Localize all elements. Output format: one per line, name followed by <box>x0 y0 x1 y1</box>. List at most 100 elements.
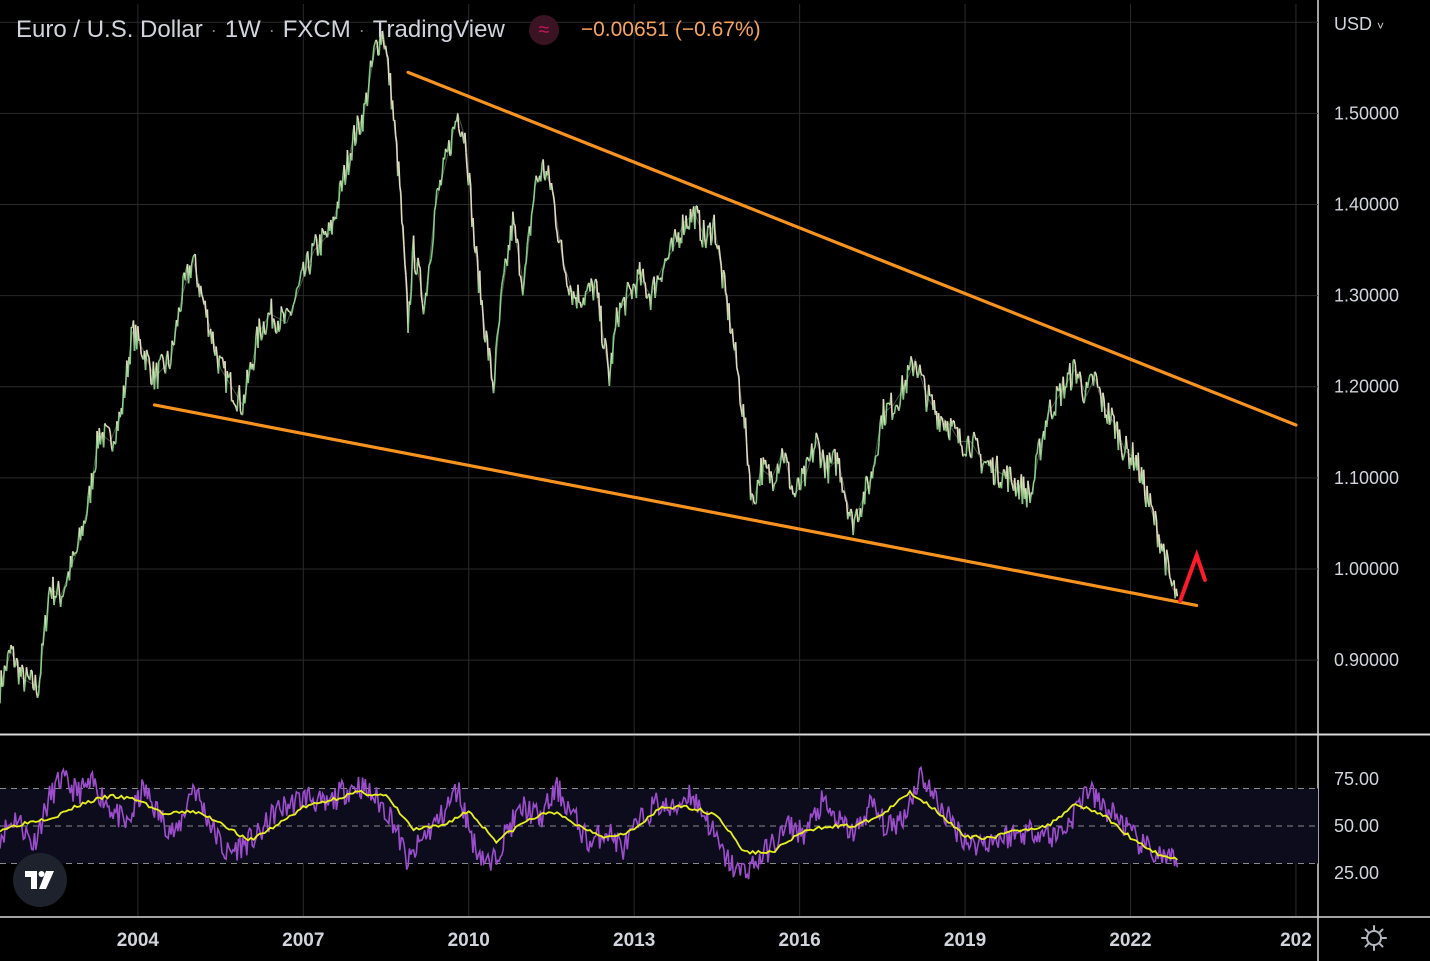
price-segment <box>1054 386 1058 416</box>
price-segment <box>104 423 107 426</box>
price-segment <box>140 353 144 358</box>
price-segment <box>181 276 184 302</box>
price-segment <box>555 226 558 233</box>
price-segment <box>778 460 782 468</box>
rsi-tick-label: 50.00 <box>1334 816 1379 836</box>
price-segment <box>488 347 492 357</box>
price-segment <box>194 253 198 274</box>
price-segment <box>580 304 584 308</box>
price-segment <box>953 420 956 429</box>
price-segment <box>423 292 427 306</box>
price-segment <box>498 296 502 322</box>
time-tick-label: 2016 <box>778 930 820 951</box>
price-segment <box>287 309 290 313</box>
time-tick-label: 2010 <box>448 930 490 951</box>
price-segment <box>149 366 152 385</box>
price-segment <box>373 42 376 48</box>
price-segment <box>405 275 408 295</box>
price-segment <box>417 257 420 266</box>
price-segment <box>774 480 778 484</box>
price-segment <box>590 278 594 284</box>
price-segment <box>506 245 510 267</box>
price-segment <box>144 349 148 371</box>
price-segment <box>1094 371 1097 374</box>
waves-icon[interactable]: ≈ <box>528 15 559 45</box>
price-segment <box>640 273 643 286</box>
price-segment <box>705 237 708 249</box>
price-segment <box>882 399 886 426</box>
price-segment <box>550 182 554 192</box>
price-segment <box>965 438 969 457</box>
price-segment <box>468 172 472 187</box>
price-segment <box>1031 482 1035 495</box>
price-segment <box>706 225 709 238</box>
price-segment <box>791 485 794 495</box>
price-segment <box>1039 448 1043 461</box>
price-segment <box>908 365 911 371</box>
price-segment <box>612 331 616 336</box>
price-segment <box>1167 564 1171 578</box>
price-segment <box>159 354 162 361</box>
price-segment <box>173 329 177 346</box>
price-segment <box>1098 386 1101 389</box>
price-segment <box>184 269 188 281</box>
price-segment <box>1007 467 1010 493</box>
price-segment <box>212 331 215 350</box>
currency-selector[interactable]: USD ˅ <box>1334 14 1384 35</box>
price-segment <box>902 386 906 400</box>
time-axis[interactable]: 2004 2007 2010 2013 2016 2019 2022 202 <box>117 930 1312 951</box>
price-segment <box>25 667 29 676</box>
price-segment <box>756 479 760 482</box>
price-segment <box>1 685 4 688</box>
time-tick-label: 202 <box>1280 930 1312 951</box>
price-segment <box>70 551 74 568</box>
price-segment <box>75 550 78 554</box>
price-segment <box>431 237 435 250</box>
price-segment <box>229 372 233 402</box>
interval-label[interactable]: 1W <box>224 16 261 43</box>
price-segment <box>761 457 765 485</box>
price-line <box>0 29 1178 689</box>
price-segment <box>252 360 256 371</box>
price-segment <box>449 154 452 157</box>
price-segment <box>359 133 362 136</box>
price-segment <box>850 508 853 514</box>
symbol-name[interactable]: Euro / U.S. Dollar <box>16 16 203 43</box>
price-segment <box>1018 484 1022 500</box>
price-segment <box>631 284 634 300</box>
price-segment <box>2 665 6 686</box>
price-segment <box>389 73 393 110</box>
price-segment <box>430 248 434 259</box>
trendlines <box>152 70 1298 608</box>
price-segment <box>1171 582 1174 587</box>
tradingview-logo-icon[interactable] <box>13 853 67 907</box>
price-segment <box>354 141 358 146</box>
price-segment <box>615 307 619 321</box>
price-segment <box>562 266 566 272</box>
price-segment <box>910 356 913 362</box>
price-segment <box>844 499 848 503</box>
rsi-axis[interactable]: 75.00 50.00 25.00 <box>1334 769 1379 883</box>
price-segment <box>272 318 276 323</box>
price-segment <box>499 285 503 298</box>
price-segment <box>410 250 414 292</box>
price-segment <box>381 30 385 40</box>
price-segment <box>513 223 516 226</box>
price-segment <box>711 221 714 240</box>
price-segment <box>38 673 42 680</box>
price-segment <box>941 417 944 423</box>
price-segment <box>356 115 360 121</box>
price-segment <box>217 355 221 374</box>
price-segment <box>840 477 844 493</box>
gear-icon[interactable] <box>1360 924 1388 952</box>
price-segment <box>489 356 493 379</box>
price-segment <box>620 302 623 309</box>
price-segment <box>401 222 404 227</box>
price-segment <box>314 234 318 239</box>
price-segment <box>57 580 61 595</box>
price-segment <box>613 326 617 333</box>
price-axis[interactable]: 1.600001.500001.400001.300001.200001.100… <box>1319 0 1430 670</box>
trendline <box>152 403 1199 608</box>
price-segment <box>42 629 45 646</box>
